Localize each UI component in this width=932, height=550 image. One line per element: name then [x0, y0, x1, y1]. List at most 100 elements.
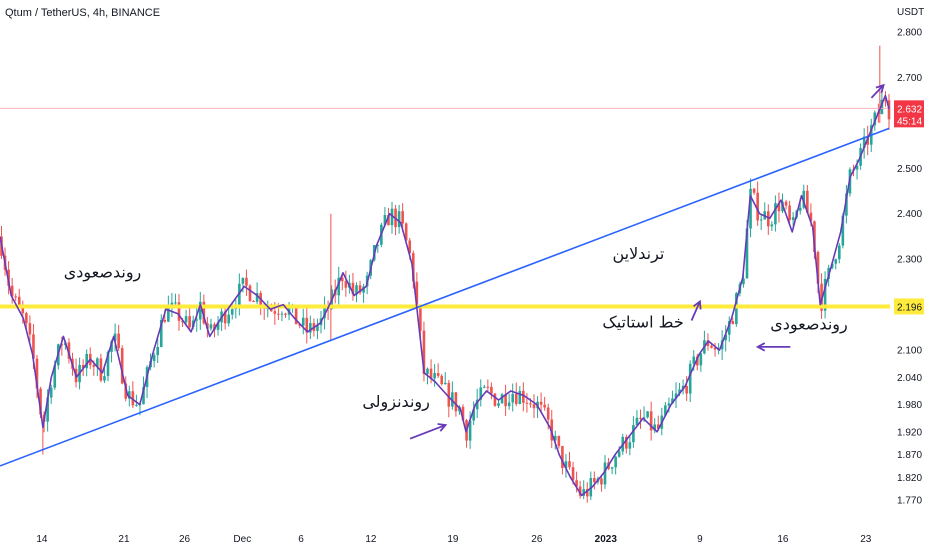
candle-169	[600, 478, 603, 485]
candle-204	[724, 334, 727, 341]
candle-137	[486, 386, 490, 388]
candle-199	[706, 340, 710, 346]
candle-59	[209, 324, 213, 329]
candle-95	[337, 277, 341, 296]
candle-123	[436, 373, 440, 376]
y-tick-4: 2.300	[897, 255, 922, 266]
candle-246	[873, 112, 877, 126]
candle-43	[152, 355, 156, 361]
candle-6	[21, 305, 25, 314]
arrow-0	[409, 424, 446, 440]
annotation-2: خط استاتیک	[602, 312, 683, 331]
candle-223	[791, 217, 795, 221]
candle-205	[727, 321, 731, 335]
price-axis[interactable]: USDT 2.800 2.700 2.500 2.400 2.300 2.100 2.040 1…	[894, 7, 924, 507]
candle-118	[419, 304, 422, 331]
candle-85	[301, 317, 305, 326]
x-tick-9: 9	[697, 534, 703, 545]
y-tick-5: 2.100	[897, 346, 922, 357]
candle-10	[35, 358, 39, 389]
candle-130	[461, 406, 465, 421]
candle-165	[585, 489, 589, 497]
candle-44	[156, 346, 159, 356]
candle-194	[688, 363, 692, 394]
y-tick-1: 2.700	[897, 73, 922, 84]
candle-45	[159, 319, 163, 347]
y-tick-3: 2.400	[897, 209, 922, 220]
candle-49	[174, 302, 177, 304]
candle-69	[245, 277, 248, 286]
candle-84	[298, 324, 301, 326]
candle-178	[632, 425, 635, 443]
arrow-head-0	[437, 423, 448, 432]
trendline	[0, 127, 890, 467]
x-tick-4: 6	[298, 534, 304, 545]
candle-228	[809, 212, 813, 222]
candle-218	[774, 203, 777, 225]
x-tick-10: 16	[777, 534, 789, 545]
candle-8	[28, 323, 32, 335]
time-axis[interactable]: 14 21 26 Dec 6 12 19 26 2023 9 16 23	[36, 534, 871, 545]
candle-148	[525, 402, 529, 404]
candle-156	[554, 435, 557, 441]
candle-160	[568, 461, 571, 468]
candle-207	[735, 293, 738, 325]
candle-141	[500, 394, 504, 404]
y-tick-0: 2.800	[897, 28, 922, 39]
candle-24	[85, 353, 88, 369]
candle-206	[731, 321, 735, 325]
candle-109	[387, 214, 390, 226]
candle-243	[862, 136, 866, 149]
candle-48	[170, 302, 174, 306]
x-tick-11: 23	[860, 534, 872, 545]
candle-108	[383, 214, 387, 225]
candle-179	[635, 417, 639, 426]
candle-47	[167, 305, 170, 322]
candle-119	[422, 330, 426, 374]
candle-101	[358, 285, 362, 293]
countdown-label: 45:14	[897, 116, 922, 127]
candle-143	[507, 402, 511, 407]
candle-229	[813, 221, 816, 253]
static-level-badge	[894, 298, 924, 315]
candle-126	[447, 382, 451, 407]
candle-170	[603, 462, 607, 485]
candle-174	[617, 451, 621, 457]
candle-149	[529, 403, 532, 405]
candle-28	[99, 358, 103, 381]
candle-76	[270, 308, 273, 312]
candle-182	[646, 411, 649, 418]
candle-115	[408, 240, 412, 254]
candle-127	[451, 392, 454, 407]
candle-34	[120, 348, 124, 384]
candle-236	[838, 245, 841, 260]
candle-250	[887, 100, 891, 120]
candle-209	[742, 278, 745, 285]
candle-147	[522, 390, 525, 403]
candle-144	[511, 393, 514, 403]
candle-222	[788, 205, 791, 221]
candle-120	[426, 368, 429, 374]
candle-15	[53, 365, 57, 388]
candle-183	[649, 411, 653, 431]
candle-102	[362, 286, 365, 293]
candle-96	[341, 277, 344, 282]
candle-121	[429, 368, 433, 379]
candle-219	[777, 203, 781, 212]
candle-249	[884, 99, 887, 101]
candle-29	[103, 376, 106, 381]
candle-3	[10, 285, 14, 297]
candle-153	[543, 404, 546, 408]
y-tick-7: 1.980	[897, 400, 922, 411]
candle-112	[397, 211, 401, 228]
candle-53	[188, 316, 191, 328]
candle-187	[664, 405, 667, 416]
candle-241	[855, 165, 859, 170]
candle-56	[199, 301, 202, 320]
candle-135	[479, 387, 483, 400]
candle-79	[280, 313, 284, 315]
candle-227	[806, 190, 809, 213]
x-tick-8: 2023	[595, 534, 618, 545]
candle-9	[32, 334, 35, 359]
